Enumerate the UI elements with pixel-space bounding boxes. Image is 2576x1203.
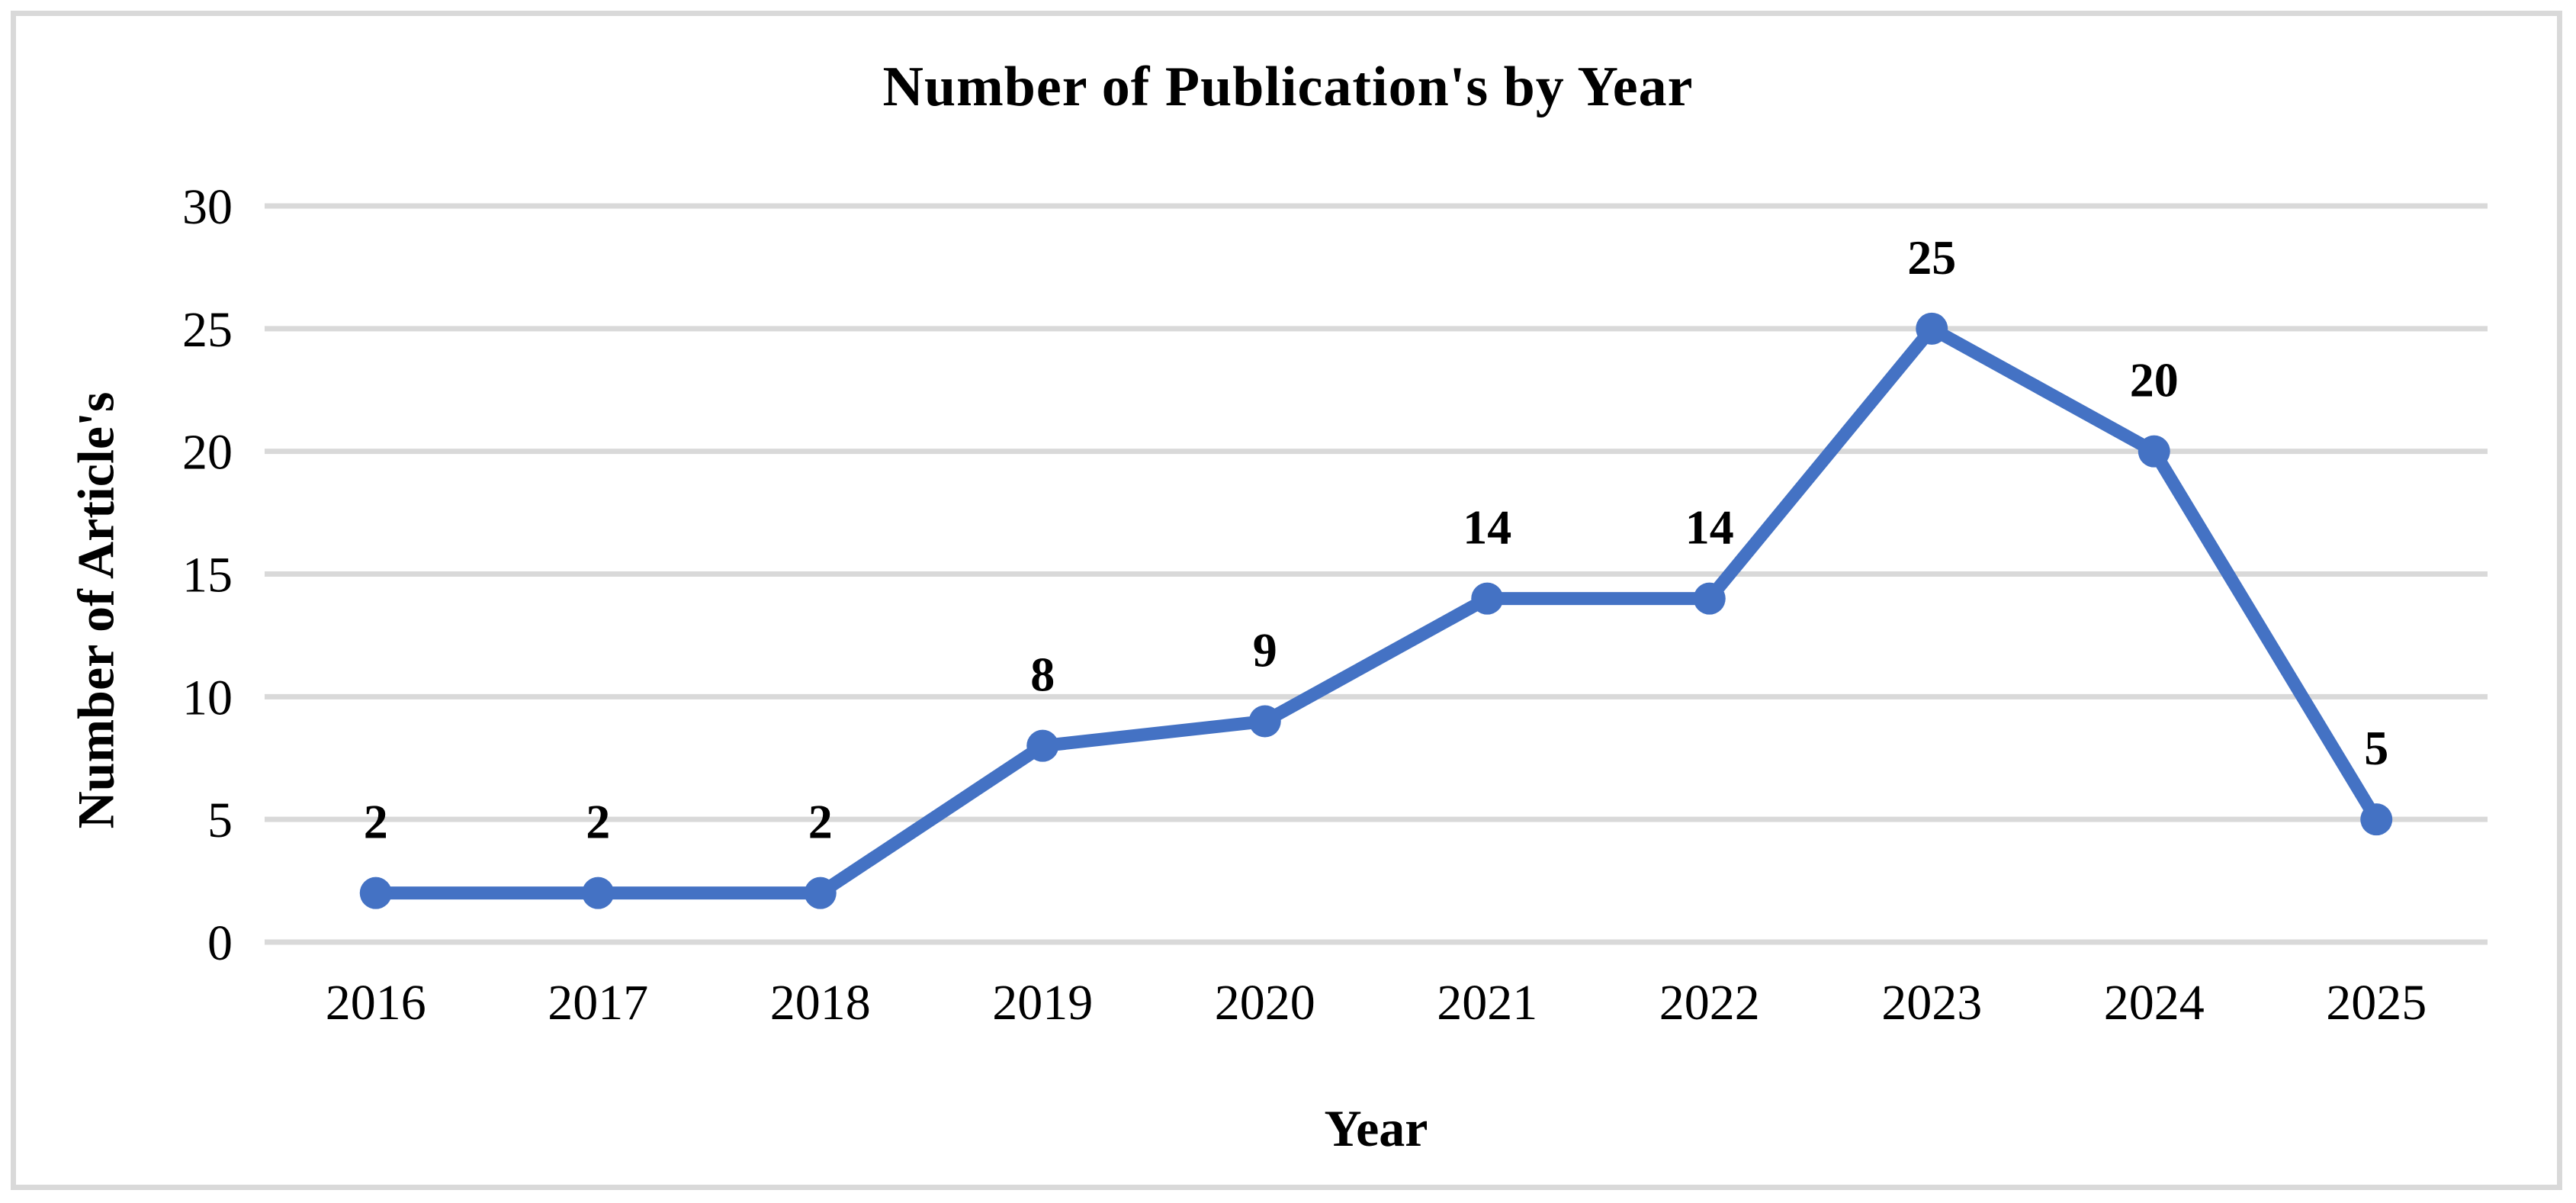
data-label-2018: 2 bbox=[808, 795, 833, 849]
x-axis-title: Year bbox=[1324, 1099, 1428, 1157]
data-point-marker-2023 bbox=[1916, 312, 1948, 345]
data-point-marker-2021 bbox=[1471, 582, 1504, 615]
data-label-2021: 14 bbox=[1463, 500, 1511, 555]
y-tick-label-15: 15 bbox=[182, 548, 233, 603]
data-label-2025: 5 bbox=[2364, 721, 2388, 775]
data-label-2016: 2 bbox=[364, 795, 388, 849]
y-tick-label-10: 10 bbox=[182, 670, 233, 725]
data-point-marker-2024 bbox=[2138, 435, 2170, 468]
series-line bbox=[369, 322, 2383, 900]
x-tick-label-2017: 2017 bbox=[548, 975, 648, 1031]
x-tick-label-2020: 2020 bbox=[1215, 975, 1315, 1031]
chart-title: Number of Publication's by Year bbox=[882, 56, 1694, 118]
x-tick-label-2019: 2019 bbox=[992, 975, 1093, 1031]
x-tick-label-2024: 2024 bbox=[2104, 975, 2205, 1031]
data-label-2020: 9 bbox=[1253, 623, 1277, 677]
x-tick-label-2016: 2016 bbox=[326, 975, 426, 1031]
x-tick-label-2023: 2023 bbox=[1881, 975, 1982, 1031]
data-label-2019: 8 bbox=[1030, 648, 1055, 702]
y-tick-label-25: 25 bbox=[182, 302, 233, 358]
y-tick-label-30: 30 bbox=[182, 179, 233, 235]
y-tick-label-20: 20 bbox=[182, 425, 233, 481]
y-tick-label-5: 5 bbox=[207, 793, 233, 848]
data-point-marker-2022 bbox=[1693, 582, 1726, 615]
data-point-marker-2019 bbox=[1026, 729, 1059, 762]
x-tick-label-2025: 2025 bbox=[2326, 975, 2427, 1031]
data-point-marker-2020 bbox=[1248, 705, 1281, 738]
data-label-2023: 25 bbox=[1907, 230, 1956, 285]
x-tick-label-2022: 2022 bbox=[1659, 975, 1760, 1031]
data-label-2024: 20 bbox=[2130, 353, 2179, 407]
x-tick-label-2018: 2018 bbox=[770, 975, 871, 1031]
data-label-2022: 14 bbox=[1685, 500, 1734, 555]
data-point-marker-2025 bbox=[2360, 803, 2393, 836]
data-point-marker-2017 bbox=[582, 877, 615, 909]
data-point-marker-2016 bbox=[359, 877, 392, 909]
x-tick-label-2021: 2021 bbox=[1437, 975, 1537, 1031]
data-point-marker-2018 bbox=[804, 877, 837, 909]
data-label-2017: 2 bbox=[586, 795, 610, 849]
y-tick-label-0: 0 bbox=[207, 915, 233, 971]
